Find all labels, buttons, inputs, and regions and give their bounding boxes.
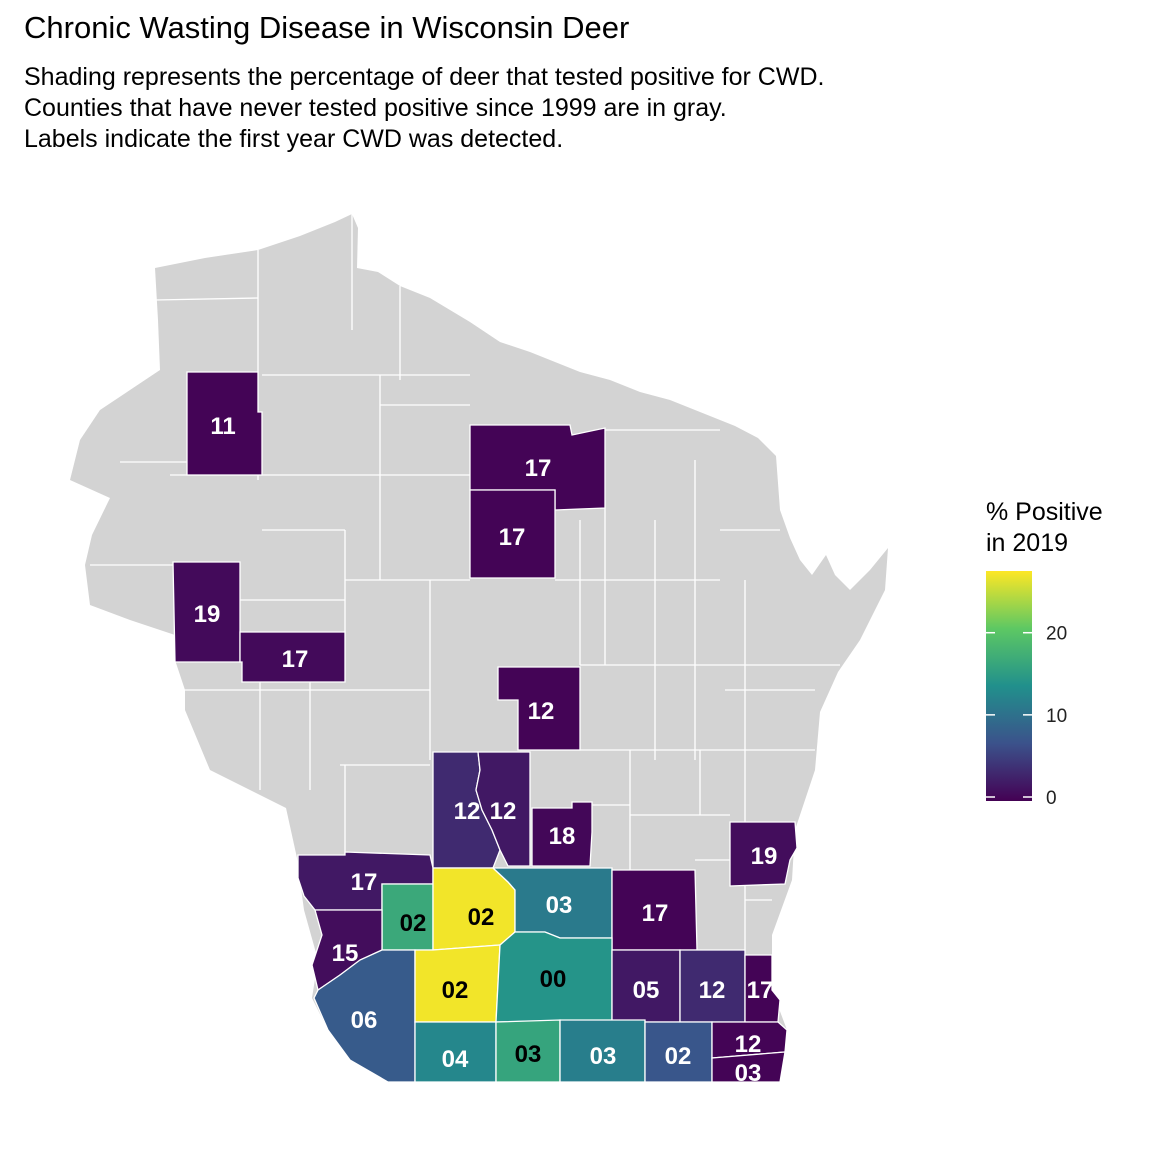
- legend-title-line-2: in 2019: [986, 529, 1069, 557]
- county-label: 03: [515, 1041, 542, 1068]
- county-label: 11: [210, 413, 235, 440]
- county-shape: [469, 489, 556, 579]
- county-label: 19: [194, 601, 221, 628]
- chart-subtitle: Shading represents the percentage of dee…: [24, 62, 824, 155]
- county-label: 17: [282, 646, 309, 673]
- subtitle-line-2: Counties that have never tested positive…: [24, 94, 727, 122]
- county-shape: [239, 631, 346, 683]
- county-label: 02: [665, 1043, 692, 1070]
- county-label: 17: [642, 900, 669, 927]
- legend-colorbar: [986, 571, 1032, 801]
- county-labels: 11 17 17 19 17 12 12 12 18 19 17 02 02 0…: [194, 413, 778, 1087]
- county-label: 03: [546, 892, 573, 919]
- legend-tick-label: 10: [1046, 706, 1067, 727]
- county-label: 15: [332, 940, 359, 967]
- county-label: 05: [633, 977, 660, 1004]
- county-shape: [475, 751, 531, 867]
- county-label: 17: [525, 455, 552, 482]
- county-label: 02: [400, 910, 427, 937]
- legend-title-line-1: % Positive: [986, 498, 1103, 526]
- county-label: 02: [442, 977, 469, 1004]
- county-shape: [711, 1021, 788, 1059]
- legend-tick-label: 0: [1046, 788, 1057, 809]
- county-label: 12: [528, 698, 555, 725]
- county-shape: [531, 801, 593, 867]
- legend-title: % Positive in 2019: [986, 497, 1103, 559]
- county-label: 03: [590, 1043, 617, 1070]
- county-label: 18: [549, 823, 576, 850]
- chart-title: Chronic Wasting Disease in Wisconsin Dee…: [24, 10, 630, 45]
- legend: 0 10 20: [986, 571, 1067, 809]
- subtitle-line-3: Labels indicate the first year CWD was d…: [24, 125, 564, 153]
- county-label: 17: [499, 524, 526, 551]
- county-label: 04: [442, 1046, 469, 1073]
- county-label: 17: [747, 977, 774, 1004]
- county-shape: [711, 1051, 786, 1083]
- subtitle-line-1: Shading represents the percentage of dee…: [24, 63, 825, 91]
- county-shape: [729, 821, 798, 887]
- legend-ticks: 0 10 20: [986, 624, 1067, 809]
- county-label: 06: [351, 1007, 378, 1034]
- legend-tick-label: 20: [1046, 624, 1067, 645]
- county-label: 12: [699, 977, 726, 1004]
- county-label: 12: [735, 1031, 762, 1058]
- county-label: 00: [540, 966, 567, 993]
- county-shape: [186, 371, 263, 476]
- county-label: 02: [468, 904, 495, 931]
- county-label: 03: [735, 1060, 762, 1087]
- county-label: 17: [351, 869, 378, 896]
- state-outline: [70, 214, 888, 1082]
- cwd-counties: [172, 371, 798, 1083]
- county-shape: [497, 666, 581, 751]
- county-label: 12: [490, 798, 517, 825]
- county-label: 19: [751, 843, 778, 870]
- county-grid-lines: [90, 214, 840, 950]
- county-label: 12: [454, 798, 481, 825]
